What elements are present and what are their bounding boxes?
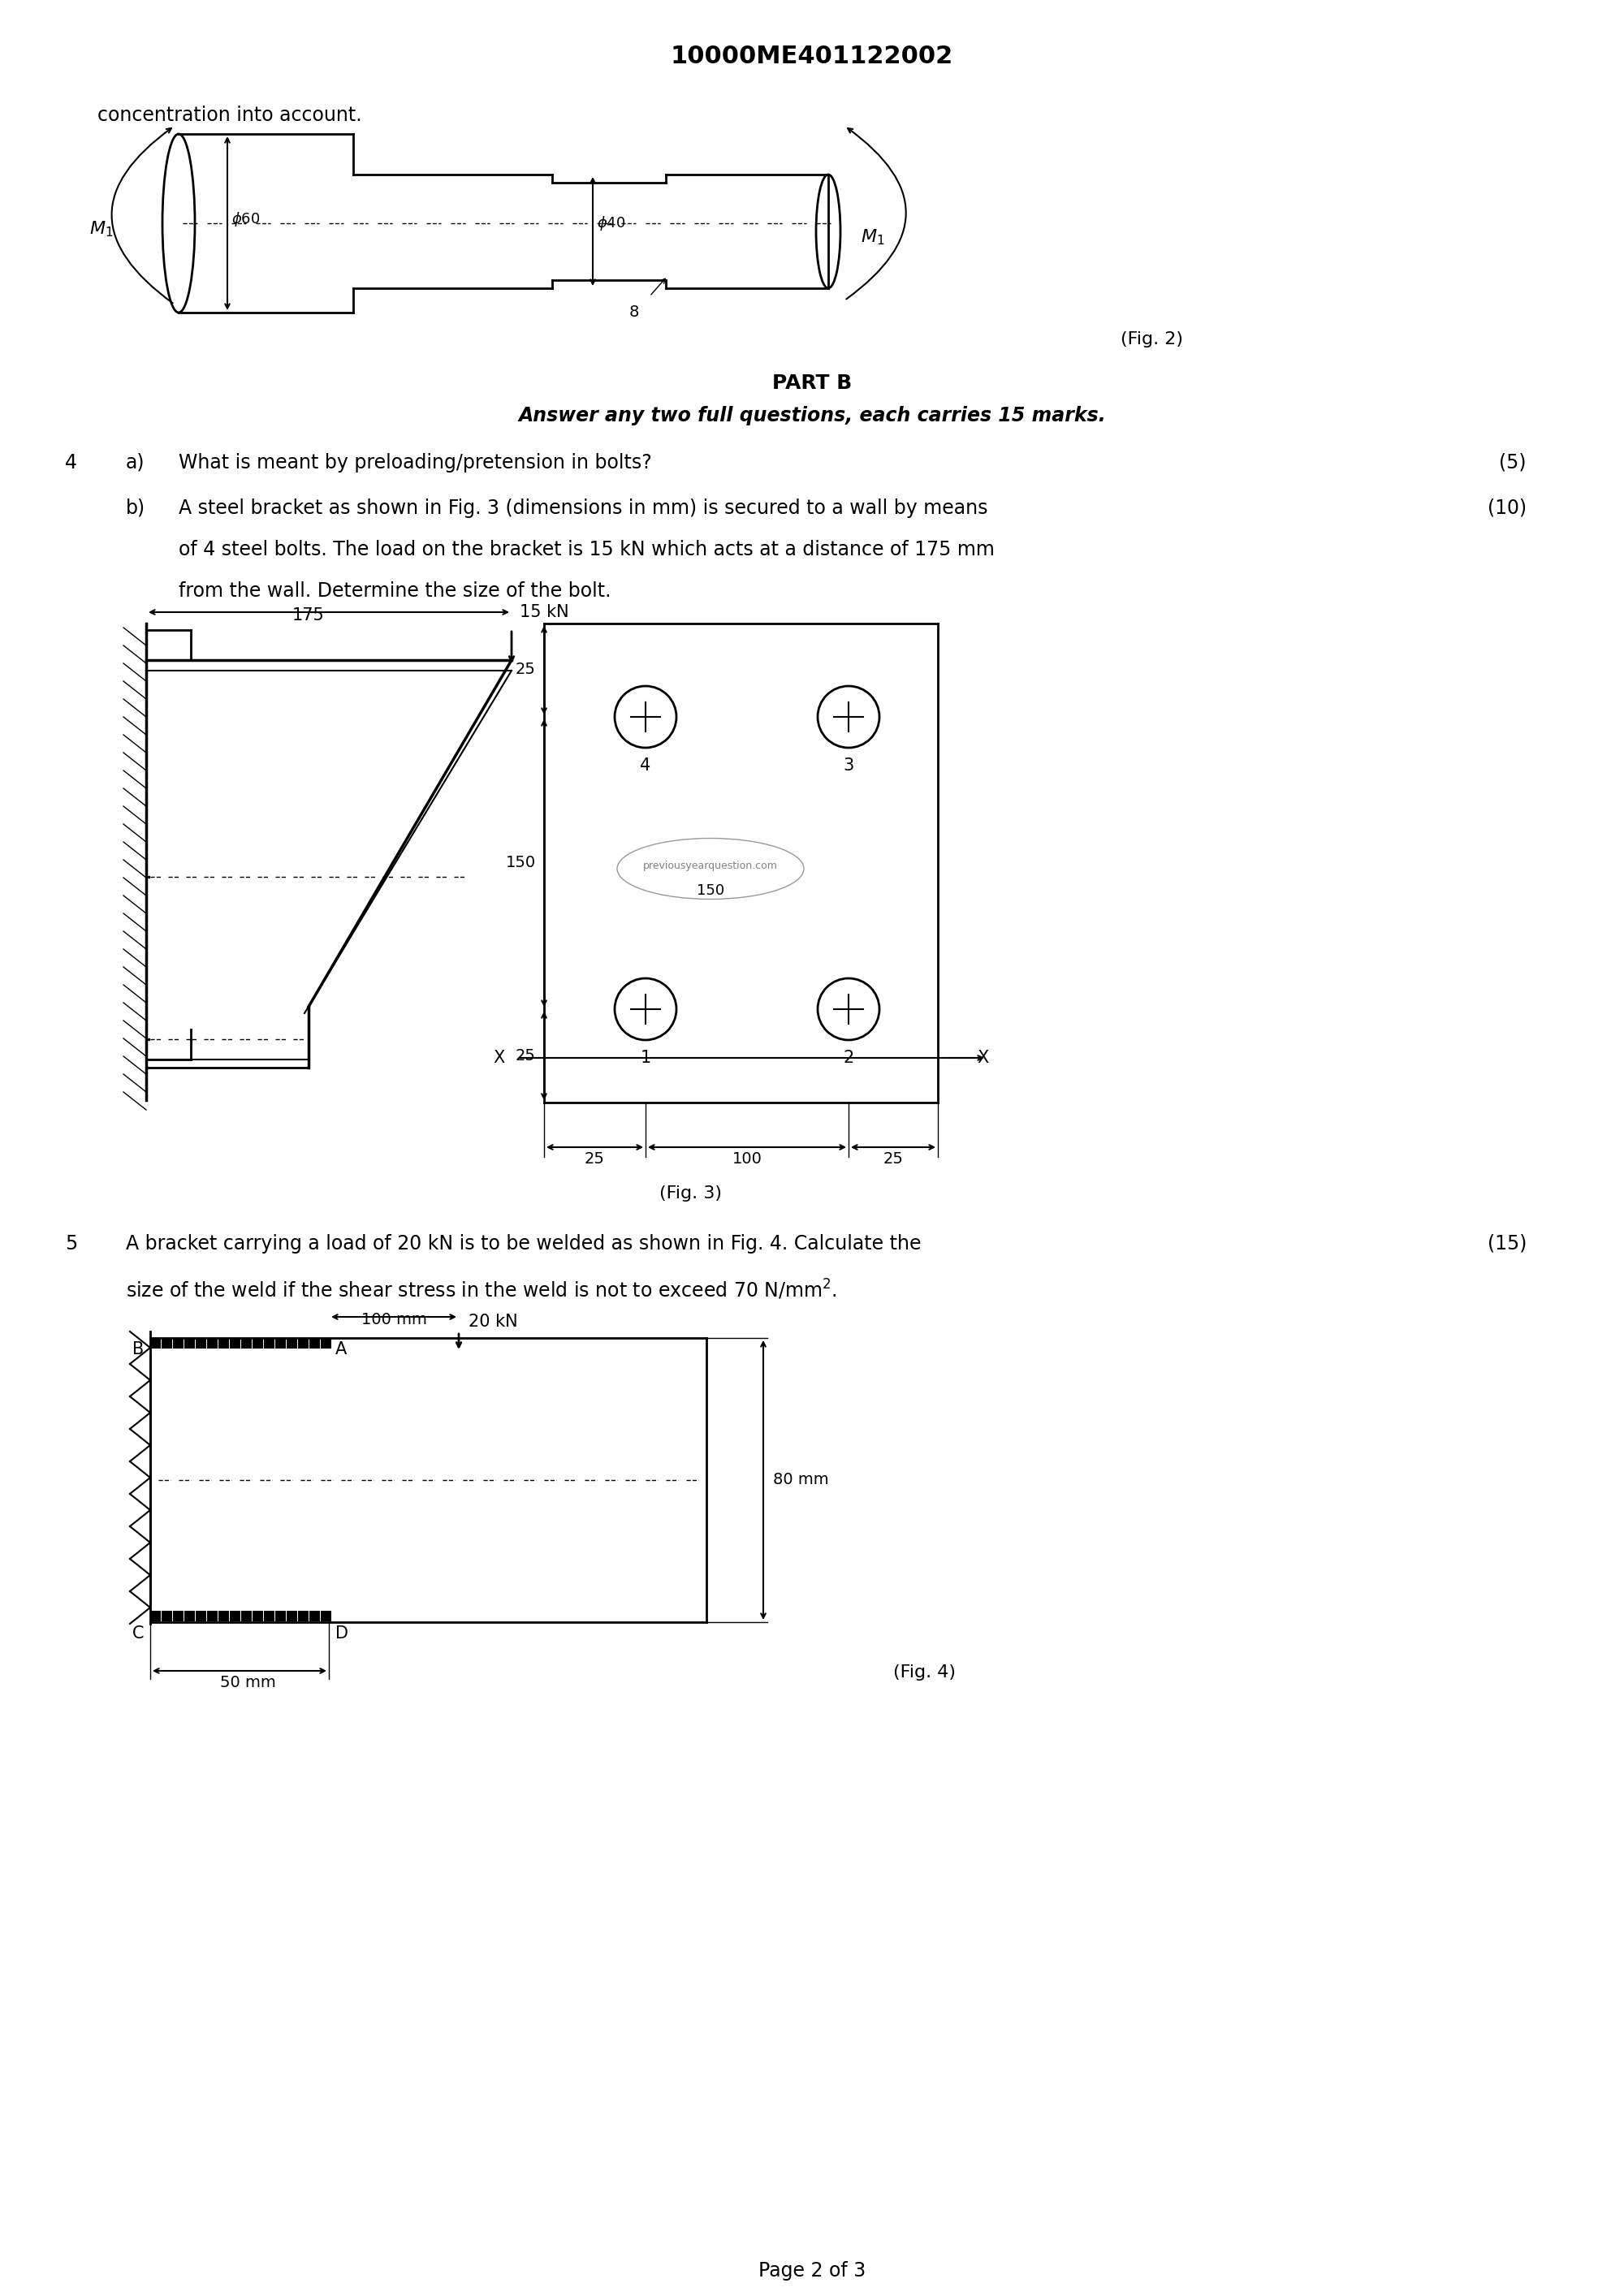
Bar [231, 1339, 240, 1348]
Bar [195, 1339, 206, 1348]
Text: 150: 150 [697, 884, 724, 898]
Text: 25: 25 [516, 661, 536, 677]
Text: 25: 25 [585, 1150, 604, 1166]
Bar [195, 1612, 206, 1621]
Text: 15 kN: 15 kN [520, 604, 568, 620]
Bar [149, 1339, 161, 1348]
Text: 80 mm: 80 mm [773, 1472, 828, 1488]
Text: 20 kN: 20 kN [468, 1313, 518, 1329]
Text: C: C [132, 1626, 143, 1642]
Bar [162, 1339, 172, 1348]
Bar [309, 1339, 320, 1348]
Bar [253, 1339, 263, 1348]
Bar [185, 1612, 195, 1621]
Text: $\phi$40: $\phi$40 [598, 214, 625, 232]
Text: of 4 steel bolts. The load on the bracket is 15 kN which acts at a distance of 1: of 4 steel bolts. The load on the bracke… [179, 540, 994, 560]
Text: 1: 1 [640, 1049, 651, 1065]
Text: (10): (10) [1488, 498, 1527, 519]
Circle shape [614, 687, 676, 748]
Text: 50 mm: 50 mm [219, 1674, 276, 1690]
Text: Answer any two full questions, each carries 15 marks.: Answer any two full questions, each carr… [518, 406, 1106, 425]
Bar [299, 1339, 309, 1348]
Text: 4: 4 [65, 452, 78, 473]
Bar [322, 1339, 331, 1348]
Text: from the wall. Determine the size of the bolt.: from the wall. Determine the size of the… [179, 581, 611, 602]
Text: A: A [336, 1341, 348, 1357]
Bar [286, 1612, 297, 1621]
Circle shape [614, 978, 676, 1040]
Text: $\phi$60: $\phi$60 [232, 211, 260, 227]
Text: 3: 3 [843, 758, 854, 774]
Text: 10000ME401122002: 10000ME401122002 [671, 44, 953, 69]
Bar [322, 1612, 331, 1621]
Text: $M_1$: $M_1$ [89, 218, 114, 239]
Bar [231, 1612, 240, 1621]
Text: A steel bracket as shown in Fig. 3 (dimensions in mm) is secured to a wall by me: A steel bracket as shown in Fig. 3 (dime… [179, 498, 987, 519]
Bar [208, 1339, 218, 1348]
Bar [263, 1612, 274, 1621]
Bar [309, 1612, 320, 1621]
Text: A bracket carrying a load of 20 kN is to be welded as shown in Fig. 4. Calculate: A bracket carrying a load of 20 kN is to… [127, 1233, 921, 1254]
Circle shape [818, 978, 880, 1040]
Bar [286, 1339, 297, 1348]
Bar [253, 1612, 263, 1621]
Text: 100 mm: 100 mm [361, 1311, 427, 1327]
Bar [172, 1339, 184, 1348]
Bar [185, 1339, 195, 1348]
Text: 175: 175 [292, 606, 325, 625]
Text: 5: 5 [65, 1233, 78, 1254]
Bar [172, 1612, 184, 1621]
Text: B: B [132, 1341, 143, 1357]
Text: (Fig. 4): (Fig. 4) [893, 1665, 955, 1681]
Text: (15): (15) [1488, 1233, 1527, 1254]
Text: $M_1$: $M_1$ [861, 227, 885, 246]
Text: D: D [336, 1626, 348, 1642]
Bar [240, 1339, 252, 1348]
Text: 4: 4 [640, 758, 651, 774]
Text: concentration into account.: concentration into account. [97, 106, 362, 124]
Text: size of the weld if the shear stress in the weld is not to exceed 70 N/mm$^2$.: size of the weld if the shear stress in … [127, 1279, 836, 1302]
Text: 8: 8 [630, 305, 640, 319]
Text: previousyearquestion.com: previousyearquestion.com [643, 861, 778, 870]
Text: 150: 150 [505, 856, 536, 870]
Bar [276, 1339, 286, 1348]
Bar [149, 1612, 161, 1621]
Text: a): a) [127, 452, 145, 473]
Bar [299, 1612, 309, 1621]
Bar [162, 1612, 172, 1621]
Bar [218, 1339, 229, 1348]
Circle shape [818, 687, 880, 748]
Text: (Fig. 2): (Fig. 2) [1121, 331, 1182, 347]
Text: X: X [976, 1049, 989, 1065]
Bar [240, 1612, 252, 1621]
Text: What is meant by preloading/pretension in bolts?: What is meant by preloading/pretension i… [179, 452, 651, 473]
Text: 25: 25 [516, 1047, 536, 1063]
Text: (Fig. 3): (Fig. 3) [659, 1185, 721, 1201]
Bar [276, 1612, 286, 1621]
Text: 25: 25 [883, 1150, 903, 1166]
Bar [208, 1612, 218, 1621]
Text: (5): (5) [1499, 452, 1527, 473]
Bar [218, 1612, 229, 1621]
Ellipse shape [817, 174, 841, 289]
Ellipse shape [162, 133, 195, 312]
Text: b): b) [127, 498, 146, 519]
Ellipse shape [617, 838, 804, 900]
Bar [263, 1339, 274, 1348]
Text: Page 2 of 3: Page 2 of 3 [758, 2262, 866, 2280]
Text: X: X [494, 1049, 505, 1065]
Text: 2: 2 [843, 1049, 854, 1065]
Text: PART B: PART B [771, 374, 853, 393]
Text: 100: 100 [732, 1150, 762, 1166]
